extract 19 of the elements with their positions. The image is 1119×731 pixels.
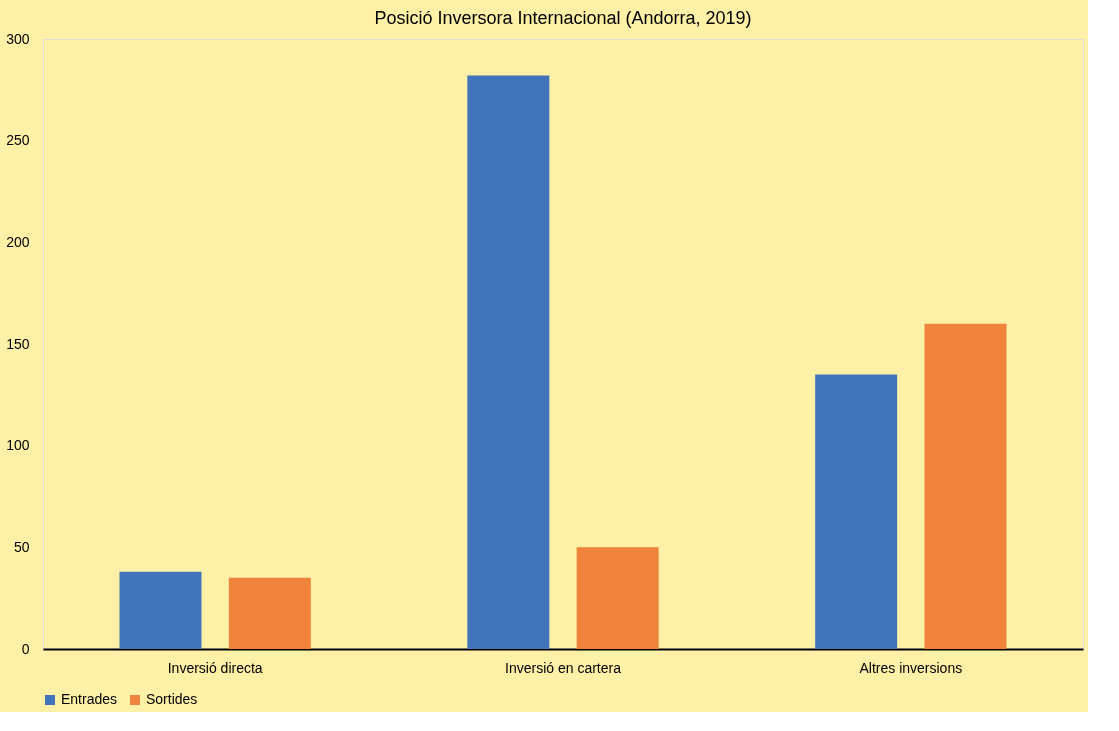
x-tick-label: Altres inversions <box>859 659 963 676</box>
x-tick-label: Inversió en cartera <box>505 659 622 676</box>
bar <box>119 571 202 649</box>
y-tick-label: 250 <box>6 132 30 149</box>
bar <box>815 374 898 649</box>
y-tick-label: 200 <box>6 233 30 250</box>
y-tick-label: 300 <box>6 30 30 47</box>
x-tick-label: Inversió directa <box>167 659 263 676</box>
y-tick-label: 0 <box>21 640 30 657</box>
bar <box>467 75 550 649</box>
legend-label: Entrades <box>61 691 118 707</box>
chart-title: Posició Inversora Internacional (Andorra, 2019) <box>374 8 752 28</box>
bar <box>576 547 659 649</box>
y-tick-label: 150 <box>6 335 30 352</box>
y-tick-label: 100 <box>6 437 30 454</box>
bar <box>924 323 1007 649</box>
y-tick-label: 50 <box>13 538 30 555</box>
bar <box>228 577 311 649</box>
legend-label: Sortides <box>146 691 198 707</box>
